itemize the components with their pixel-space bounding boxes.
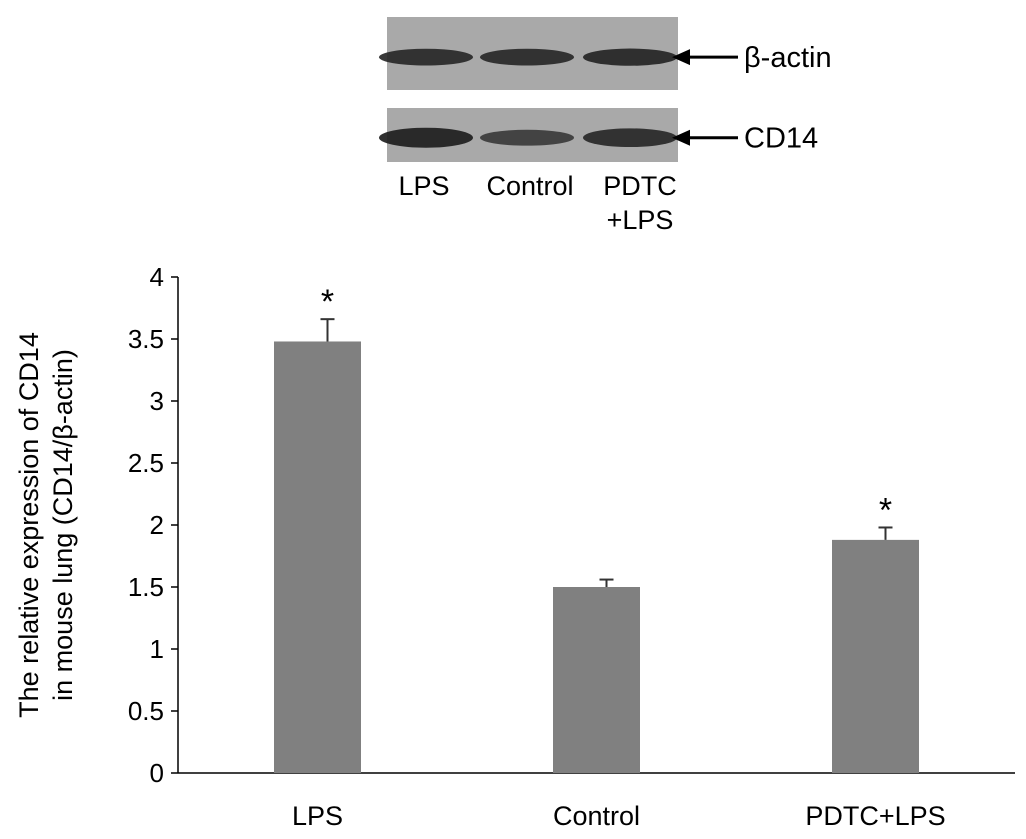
- y-tick-label: 0: [150, 758, 164, 788]
- blot-lane-label: LPS: [398, 171, 449, 201]
- blot-lane-label: Control: [486, 171, 573, 201]
- arrow-head-icon: [672, 129, 690, 146]
- y-tick-label: 3: [150, 386, 164, 416]
- blot-band: [583, 48, 677, 66]
- blot-band: [379, 127, 473, 148]
- y-tick-label: 0.5: [128, 696, 164, 726]
- blot-marker-label: CD14: [744, 123, 818, 155]
- y-axis-label: The relative expression of CD14 in mouse…: [14, 332, 78, 718]
- blot-band: [379, 48, 473, 66]
- bar-lps: [274, 341, 361, 773]
- y-tick-label: 1: [150, 634, 164, 664]
- blot-lane-label: +LPS: [607, 205, 674, 235]
- blot-lane-label: PDTC: [603, 171, 677, 201]
- x-tick-label: Control: [553, 801, 640, 831]
- bar-pdtc-lps: [832, 539, 919, 773]
- arrow-head-icon: [672, 49, 690, 66]
- blot-band: [480, 129, 574, 146]
- bar-control: [553, 587, 640, 773]
- y-tick-label: 2: [150, 510, 164, 540]
- y-tick-label: 1.5: [128, 572, 164, 602]
- blot-marker-label: β-actin: [744, 42, 832, 74]
- y-axis-label-line-2: in mouse lung (CD14/β-actin): [48, 349, 78, 701]
- blot-band: [583, 128, 677, 148]
- significance-marker: *: [879, 491, 892, 529]
- x-tick-label: PDTC+LPS: [805, 801, 945, 831]
- y-tick-label: 2.5: [128, 448, 164, 478]
- blot-panel-beta-actin: β-actin: [379, 17, 832, 90]
- y-axis-label-line-1: The relative expression of CD14: [14, 332, 44, 718]
- blot-panel-cd14: CD14: [379, 108, 818, 162]
- y-tick-label: 3.5: [128, 324, 164, 354]
- significance-marker: *: [321, 283, 334, 321]
- y-tick-label: 4: [150, 262, 164, 292]
- x-tick-label: LPS: [292, 801, 343, 831]
- blot-band: [480, 48, 574, 66]
- western-blot: β-actin CD14 LPS Control PDTC +LPS: [379, 17, 832, 235]
- bar-chart: The relative expression of CD14 in mouse…: [14, 262, 1015, 831]
